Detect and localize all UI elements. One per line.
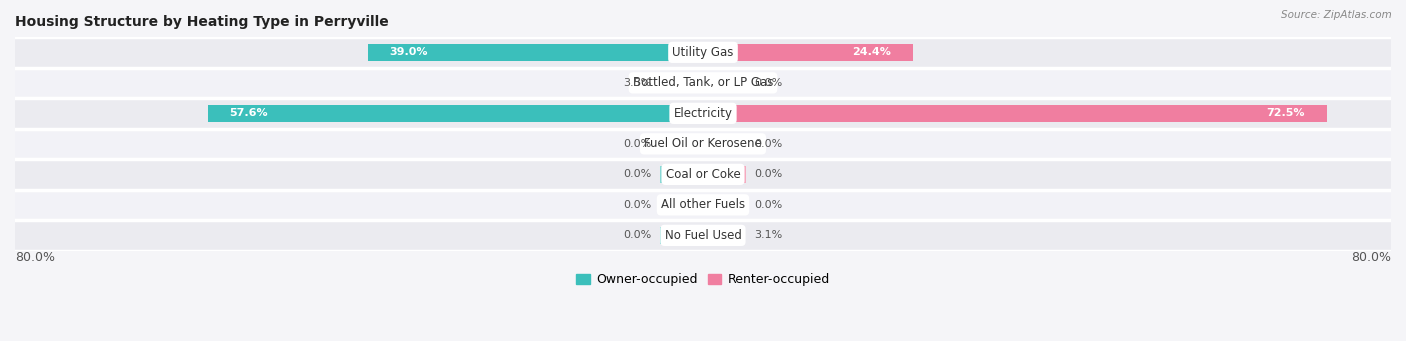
Bar: [15, 68, 1391, 98]
Text: Housing Structure by Heating Type in Perryville: Housing Structure by Heating Type in Per…: [15, 15, 388, 29]
Bar: [659, 226, 703, 244]
Bar: [703, 165, 747, 183]
Text: 3.1%: 3.1%: [755, 231, 783, 240]
Bar: [208, 105, 703, 122]
Text: Bottled, Tank, or LP Gas: Bottled, Tank, or LP Gas: [633, 76, 773, 89]
Bar: [15, 220, 1391, 251]
Text: All other Fuels: All other Fuels: [661, 198, 745, 211]
Bar: [673, 74, 703, 92]
Text: 0.0%: 0.0%: [755, 169, 783, 179]
Bar: [703, 196, 747, 214]
Text: 80.0%: 80.0%: [1351, 251, 1391, 264]
Bar: [367, 44, 703, 61]
Text: 39.0%: 39.0%: [389, 47, 427, 57]
Text: Coal or Coke: Coal or Coke: [665, 168, 741, 181]
Text: 3.5%: 3.5%: [623, 78, 651, 88]
Bar: [703, 105, 1326, 122]
Bar: [659, 196, 703, 214]
Text: 0.0%: 0.0%: [623, 200, 651, 210]
Text: 0.0%: 0.0%: [755, 78, 783, 88]
Bar: [15, 129, 1391, 159]
Bar: [15, 159, 1391, 190]
Text: No Fuel Used: No Fuel Used: [665, 229, 741, 242]
Bar: [703, 74, 747, 92]
Bar: [703, 44, 912, 61]
Text: 0.0%: 0.0%: [623, 169, 651, 179]
Bar: [15, 190, 1391, 220]
Bar: [15, 37, 1391, 68]
Text: 57.6%: 57.6%: [229, 108, 267, 118]
Bar: [703, 135, 747, 153]
Text: 24.4%: 24.4%: [852, 47, 891, 57]
Text: 0.0%: 0.0%: [623, 139, 651, 149]
Text: 72.5%: 72.5%: [1267, 108, 1305, 118]
Text: 0.0%: 0.0%: [755, 200, 783, 210]
Text: Source: ZipAtlas.com: Source: ZipAtlas.com: [1281, 10, 1392, 20]
Bar: [659, 135, 703, 153]
Legend: Owner-occupied, Renter-occupied: Owner-occupied, Renter-occupied: [571, 268, 835, 291]
Text: 0.0%: 0.0%: [755, 139, 783, 149]
Bar: [15, 98, 1391, 129]
Text: 0.0%: 0.0%: [623, 231, 651, 240]
Text: 80.0%: 80.0%: [15, 251, 55, 264]
Bar: [703, 226, 730, 244]
Text: Fuel Oil or Kerosene: Fuel Oil or Kerosene: [644, 137, 762, 150]
Text: Electricity: Electricity: [673, 107, 733, 120]
Bar: [659, 165, 703, 183]
Text: Utility Gas: Utility Gas: [672, 46, 734, 59]
